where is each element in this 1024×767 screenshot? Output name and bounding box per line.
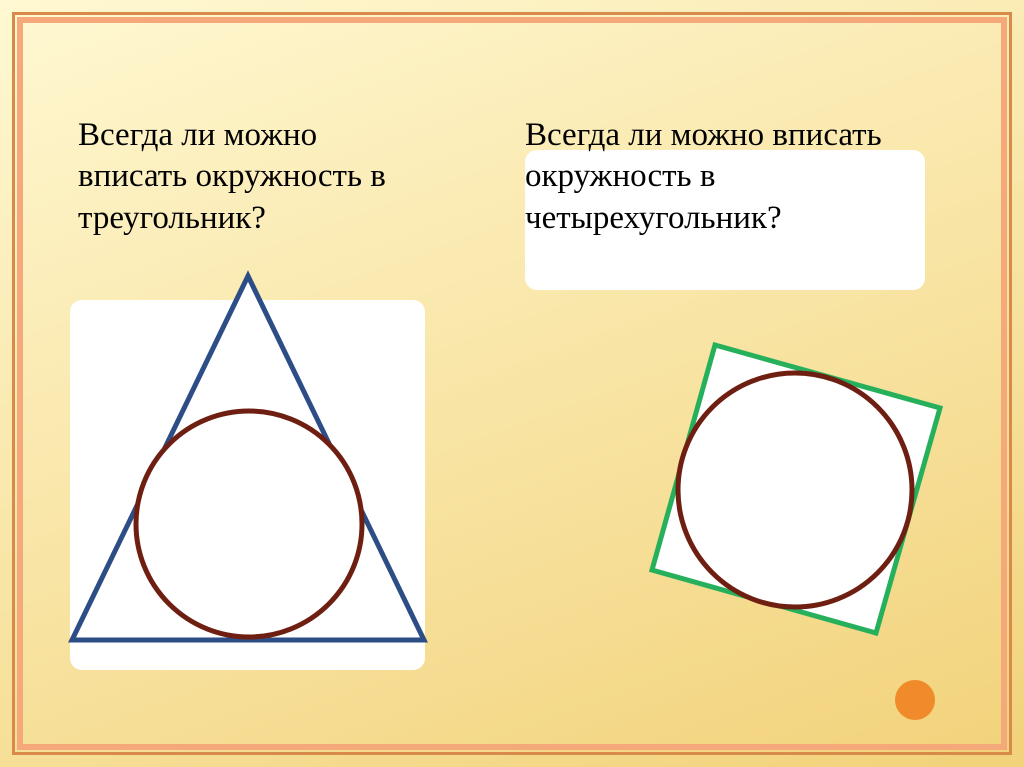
right-inscribed-circle xyxy=(678,373,912,607)
slide: Всегда ли можно вписать окружность в тре… xyxy=(0,0,1024,767)
right-diagram xyxy=(0,0,1024,767)
accent-dot-icon xyxy=(895,680,935,720)
